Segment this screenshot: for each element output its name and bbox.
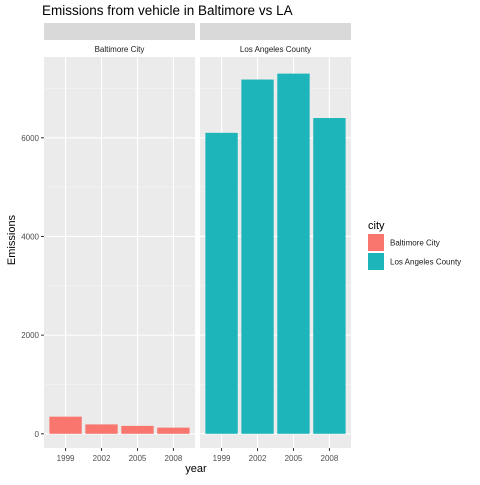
legend-label: Los Angeles County bbox=[390, 258, 461, 267]
bar bbox=[313, 118, 346, 434]
bar bbox=[277, 73, 310, 434]
facet-strip bbox=[44, 23, 195, 40]
panel-background bbox=[44, 57, 195, 448]
legend-swatch bbox=[368, 234, 384, 251]
x-tick-label: 1999 bbox=[213, 454, 231, 463]
y-axis: 0 2000 4000 6000 bbox=[21, 134, 44, 439]
x-tick-label: 2002 bbox=[249, 454, 267, 463]
bar bbox=[121, 425, 154, 434]
legend-swatch bbox=[368, 253, 384, 270]
bar bbox=[85, 424, 118, 434]
facet-panel-1: Los Angeles County 1999 2002 2005 2008 bbox=[200, 23, 351, 463]
y-tick-label: 0 bbox=[35, 430, 40, 439]
chart-title: Emissions from vehicle in Baltimore vs L… bbox=[42, 3, 293, 18]
x-tick-label: 2002 bbox=[93, 454, 111, 463]
legend: city Baltimore City Los Angeles County bbox=[368, 220, 461, 270]
y-tick-label: 2000 bbox=[21, 331, 39, 340]
facet-strip-label: Los Angeles County bbox=[240, 45, 311, 54]
facet-panel-0: Baltimore City 1999 2002 2005 2008 bbox=[44, 23, 195, 463]
bar bbox=[205, 132, 238, 434]
bar bbox=[49, 416, 82, 434]
y-axis-label: Emissions bbox=[6, 214, 18, 265]
bar bbox=[157, 427, 190, 434]
x-tick-label: 2008 bbox=[321, 454, 339, 463]
x-tick-label: 2008 bbox=[165, 454, 183, 463]
y-tick-label: 6000 bbox=[21, 134, 39, 143]
legend-title: city bbox=[368, 220, 385, 232]
x-axis-label: year bbox=[185, 463, 207, 475]
facet-strip bbox=[200, 23, 351, 40]
x-tick-label: 1999 bbox=[57, 454, 75, 463]
y-tick-label: 4000 bbox=[21, 232, 39, 241]
legend-label: Baltimore City bbox=[390, 239, 440, 248]
x-tick-label: 2005 bbox=[129, 454, 147, 463]
facet-strip-label: Baltimore City bbox=[95, 45, 145, 54]
x-tick-label: 2005 bbox=[285, 454, 303, 463]
bar bbox=[241, 79, 274, 434]
